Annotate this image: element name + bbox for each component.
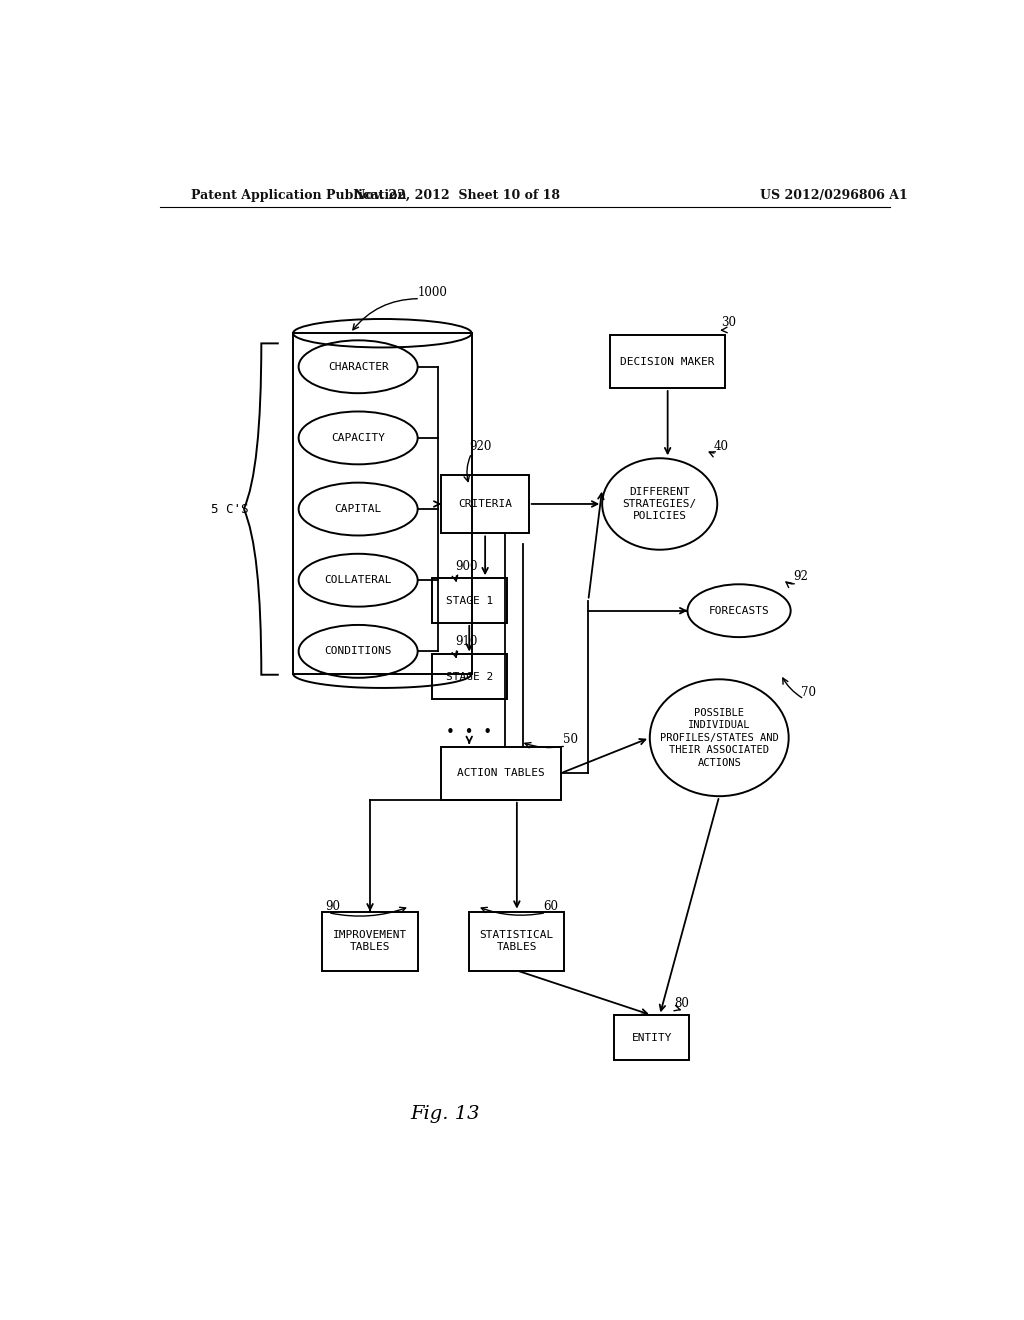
- Text: 910: 910: [455, 635, 477, 648]
- Text: 70: 70: [801, 686, 816, 700]
- Text: STAGE 1: STAGE 1: [445, 595, 493, 606]
- Text: DIFFERENT
STRATEGIES/
POLICIES: DIFFERENT STRATEGIES/ POLICIES: [623, 487, 697, 521]
- Bar: [610, 335, 725, 388]
- Bar: [293, 333, 472, 673]
- Text: 80: 80: [674, 997, 689, 1010]
- Text: 920: 920: [469, 440, 492, 453]
- Text: 40: 40: [714, 440, 729, 453]
- Text: 900: 900: [455, 560, 477, 573]
- Text: FORECASTS: FORECASTS: [709, 606, 769, 615]
- Text: US 2012/0296806 A1: US 2012/0296806 A1: [761, 189, 908, 202]
- Text: POSSIBLE
INDIVIDUAL
PROFILES/STATES AND
THEIR ASSOCIATED
ACTIONS: POSSIBLE INDIVIDUAL PROFILES/STATES AND …: [659, 708, 778, 767]
- Text: Fig. 13: Fig. 13: [411, 1105, 480, 1123]
- Text: 5 C'S: 5 C'S: [211, 503, 249, 516]
- Text: 90: 90: [325, 899, 340, 912]
- Text: 50: 50: [563, 733, 578, 746]
- Text: 30: 30: [722, 317, 736, 329]
- Bar: [431, 578, 507, 623]
- Text: ACTION TABLES: ACTION TABLES: [457, 768, 545, 779]
- Text: •  •  •: • • •: [446, 725, 493, 739]
- Text: Patent Application Publication: Patent Application Publication: [191, 189, 407, 202]
- Text: DECISION MAKER: DECISION MAKER: [621, 356, 715, 367]
- Bar: [469, 912, 564, 970]
- Text: 92: 92: [793, 570, 808, 583]
- Text: 1000: 1000: [418, 285, 447, 298]
- Text: CAPACITY: CAPACITY: [331, 433, 385, 444]
- Bar: [441, 747, 560, 800]
- Text: 60: 60: [543, 899, 558, 912]
- Text: CHARACTER: CHARACTER: [328, 362, 388, 372]
- Bar: [431, 655, 507, 700]
- Text: CAPITAL: CAPITAL: [335, 504, 382, 513]
- Text: Nov. 22, 2012  Sheet 10 of 18: Nov. 22, 2012 Sheet 10 of 18: [354, 189, 560, 202]
- Text: ENTITY: ENTITY: [632, 1032, 672, 1043]
- Text: CRITERIA: CRITERIA: [458, 499, 512, 510]
- Bar: [323, 912, 418, 970]
- Text: IMPROVEMENT
TABLES: IMPROVEMENT TABLES: [333, 929, 408, 952]
- Bar: [614, 1015, 689, 1060]
- Text: COLLATERAL: COLLATERAL: [325, 576, 392, 585]
- Text: STAGE 2: STAGE 2: [445, 672, 493, 681]
- Bar: [441, 474, 528, 533]
- Text: STATISTICAL
TABLES: STATISTICAL TABLES: [479, 929, 554, 952]
- Text: CONDITIONS: CONDITIONS: [325, 647, 392, 656]
